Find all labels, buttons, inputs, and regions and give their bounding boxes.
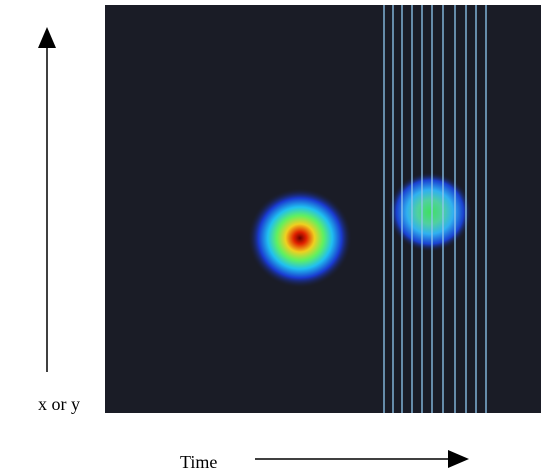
horizontal-axis-label: Time — [180, 452, 217, 472]
signal-blob — [388, 172, 472, 252]
horizontal-arrow-head — [448, 450, 469, 468]
vertical-axis-label: x or y — [38, 394, 80, 414]
page: x or y Time (() => { const data = JSON.p… — [0, 0, 541, 475]
signal-blob — [248, 188, 352, 288]
vertical-arrow-head — [38, 27, 56, 48]
figure: x or y Time — [0, 0, 541, 475]
